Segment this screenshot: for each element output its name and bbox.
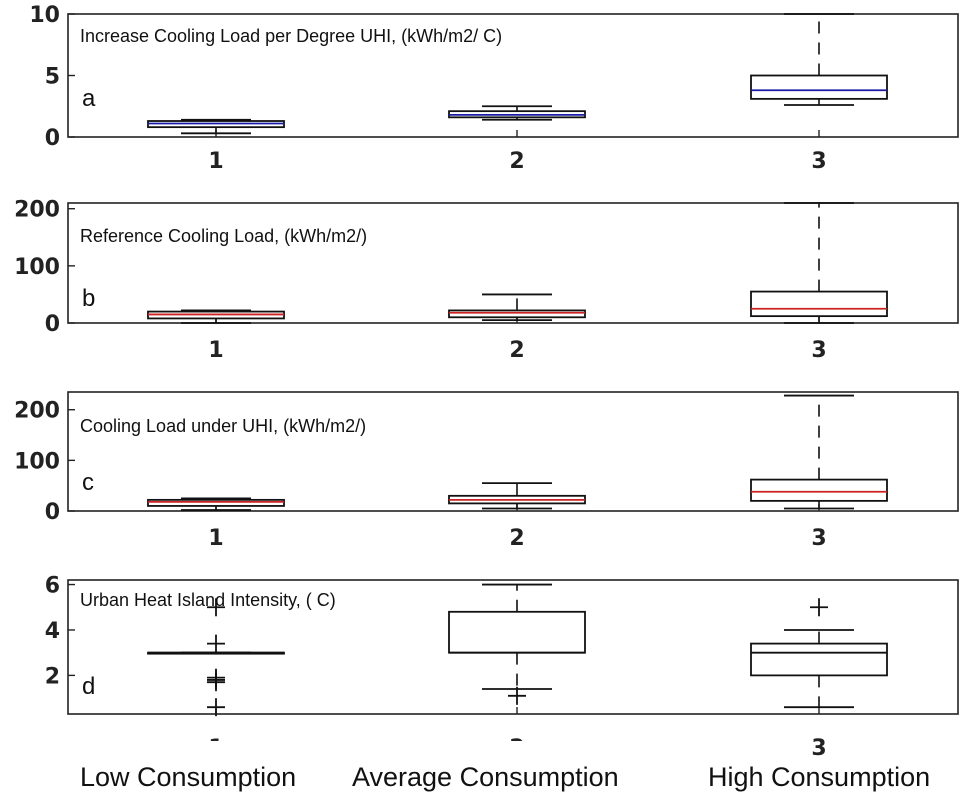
- y-tick-label: 0: [45, 312, 60, 337]
- group-label-average: Average Consumption: [352, 762, 619, 792]
- panel-label-a: a: [82, 85, 96, 112]
- box-iqr: [750, 290, 888, 318]
- y-tick-label: 10: [29, 3, 60, 28]
- plot-frame-c: [67, 391, 959, 512]
- plot-frame-b: [67, 202, 959, 324]
- x-tick-label: 1: [208, 149, 223, 174]
- panel-label-b: b: [82, 285, 95, 312]
- y-tick-label: 200: [14, 198, 60, 223]
- y-tick-label: 100: [14, 255, 60, 280]
- y-tick-label: 6: [45, 574, 60, 599]
- panel-label-c: c: [82, 469, 94, 496]
- y-tick-label: 0: [45, 126, 60, 151]
- y-tick-label: 100: [14, 449, 60, 474]
- x-tick-label: 2: [509, 149, 524, 174]
- panel-label-d: d: [82, 673, 95, 700]
- x-tick-label: 2: [509, 338, 524, 363]
- x-tick-label: 1: [208, 736, 223, 761]
- x-tick-label: 3: [811, 526, 826, 551]
- x-tick-label: 3: [811, 736, 826, 761]
- panel-title-a: Increase Cooling Load per Degree UHI, (k…: [80, 26, 502, 46]
- group-label-high: High Consumption: [708, 762, 931, 792]
- box-iqr: [750, 478, 888, 502]
- box-iqr: [147, 498, 285, 507]
- box-iqr: [750, 642, 888, 677]
- y-tick-label: 0: [45, 500, 60, 525]
- x-tick-label: 3: [811, 338, 826, 363]
- panel-title-c: Cooling Load under UHI, (kWh/m2/): [80, 416, 366, 436]
- panel-title-d: Urban Heat Island Intensity, ( C): [80, 590, 336, 610]
- x-tick-label: 2: [509, 526, 524, 551]
- y-tick-label: 4: [45, 619, 60, 644]
- group-label-low: Low Consumption: [80, 762, 297, 792]
- y-tick-label: 2: [45, 664, 60, 689]
- plot-frame-d: [67, 579, 959, 715]
- x-tick-label: 1: [208, 526, 223, 551]
- x-tick-label: 1: [208, 338, 223, 363]
- x-tick-label: 3: [811, 149, 826, 174]
- box-iqr: [750, 74, 888, 100]
- y-tick-label: 200: [14, 399, 60, 424]
- x-tick-label: 2: [509, 736, 524, 761]
- box-iqr: [448, 610, 586, 654]
- y-tick-label: 5: [45, 65, 60, 90]
- box-iqr: [448, 309, 586, 319]
- panel-title-b: Reference Cooling Load, (kWh/m2/): [80, 226, 367, 246]
